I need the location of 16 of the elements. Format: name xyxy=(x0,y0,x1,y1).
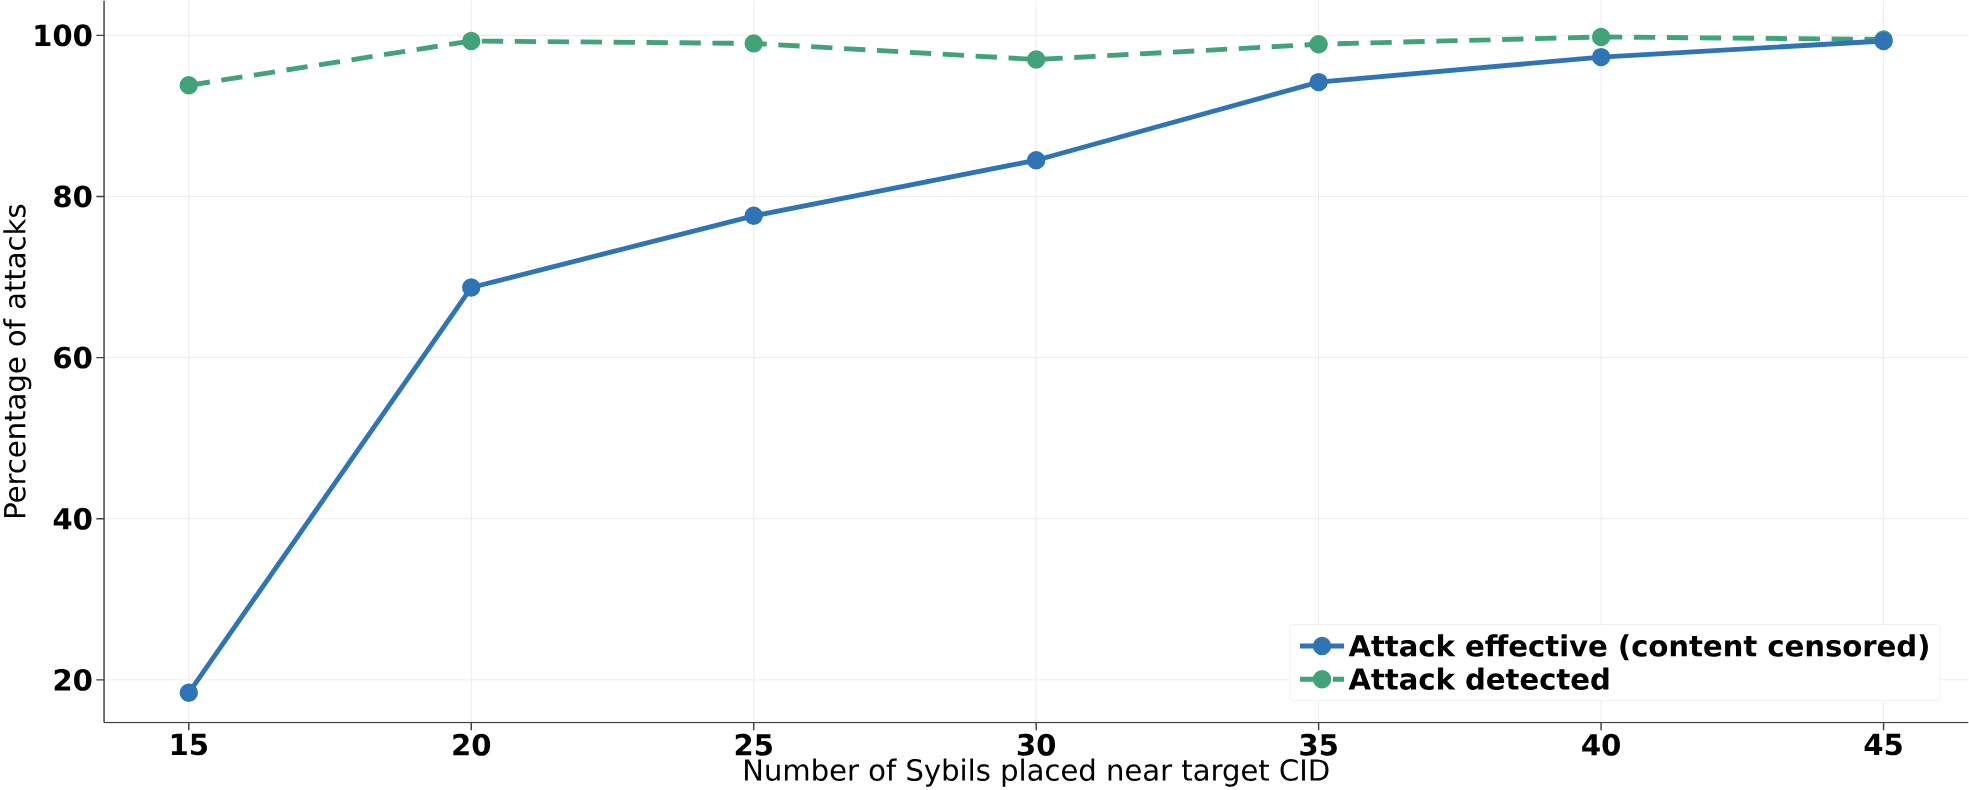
x-tick-label: 30 xyxy=(1017,733,1056,756)
y-tick-label: 100 xyxy=(35,24,92,47)
x-tick-label: 45 xyxy=(1864,733,1902,756)
x-tick-label: 35 xyxy=(1300,733,1337,756)
y-tick-label: 80 xyxy=(54,185,92,208)
x-tick-label: 25 xyxy=(735,733,772,756)
x-tick-label: 20 xyxy=(453,733,491,756)
legend-label: Attack detected xyxy=(1348,667,1609,691)
y-tick-label: 60 xyxy=(54,346,92,369)
x-tick-label: 15 xyxy=(171,733,207,756)
x-axis-title: Number of Sybils placed near target CID xyxy=(745,758,1329,787)
legend-label: Attack effective (content censored) xyxy=(1348,634,1928,661)
y-tick-label: 20 xyxy=(54,668,92,691)
x-tick-label: 40 xyxy=(1582,733,1620,756)
y-tick-label: 40 xyxy=(53,507,92,530)
y-axis-title: Percentage of attacks xyxy=(3,204,32,518)
